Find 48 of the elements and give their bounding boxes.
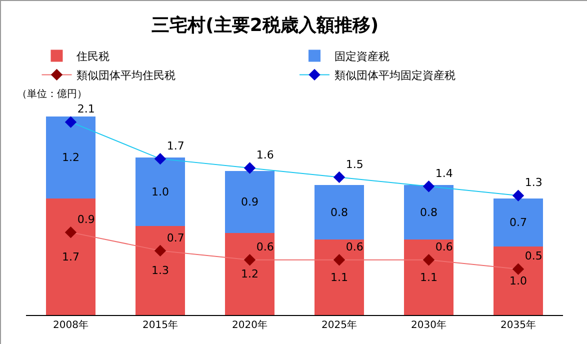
x-tick-label: 2025年: [322, 319, 357, 331]
bar: [46, 198, 96, 315]
chart-title: 三宅村(主要2税歳入額推移): [152, 14, 379, 36]
data-label: 0.5: [524, 250, 542, 263]
data-label: 0.7: [510, 216, 527, 230]
x-tick-label: 2030年: [411, 319, 446, 331]
legend-label: 類似団体平均固定資産税: [334, 69, 456, 82]
data-label: 1.1: [420, 270, 438, 284]
data-label: 0.6: [435, 240, 453, 254]
data-label: 1.3: [152, 264, 169, 277]
data-label: 0.6: [256, 240, 274, 254]
bar: [404, 184, 454, 240]
bar: [136, 158, 185, 226]
data-label: 0.9: [241, 196, 258, 209]
data-label: 1.4: [435, 167, 453, 180]
text: （単位：億円）: [17, 88, 87, 100]
bar: [404, 240, 454, 315]
data-label: 1.6: [256, 148, 274, 162]
bar: [225, 171, 274, 233]
data-label: 1.2: [62, 151, 80, 164]
legend-label: 住民税: [76, 50, 110, 63]
data-label: 0.9: [77, 212, 95, 226]
legend-label: 類似団体平均住民税: [76, 69, 176, 82]
x-tick-label: 2015年: [142, 319, 178, 331]
bar: [314, 240, 364, 315]
x-tick-label: 2008年: [53, 319, 88, 331]
bar: [494, 198, 543, 247]
x-tick-label: 2035年: [500, 319, 536, 331]
data-label: 1.7: [166, 139, 184, 152]
bar: [46, 116, 96, 199]
data-label: 1.3: [524, 176, 542, 190]
data-label: 0.8: [330, 206, 348, 219]
data-label: 0.7: [166, 231, 184, 244]
data-label: 1.1: [330, 270, 348, 284]
data-label: 2.1: [77, 102, 95, 116]
data-label: 0.8: [420, 206, 438, 219]
data-label: 1.0: [152, 185, 169, 198]
bar: [136, 226, 185, 315]
bar: [494, 246, 543, 315]
data-label: 0.6: [346, 240, 364, 254]
data-label: 1.7: [62, 250, 80, 264]
data-label: 1.2: [241, 267, 258, 280]
bar: [225, 232, 274, 315]
bar: [314, 184, 364, 240]
legend-label: 固定資産税: [334, 50, 390, 63]
data-label: 1.5: [346, 158, 364, 171]
x-tick-label: 2020年: [232, 319, 268, 331]
data-label: 1.0: [510, 274, 527, 288]
